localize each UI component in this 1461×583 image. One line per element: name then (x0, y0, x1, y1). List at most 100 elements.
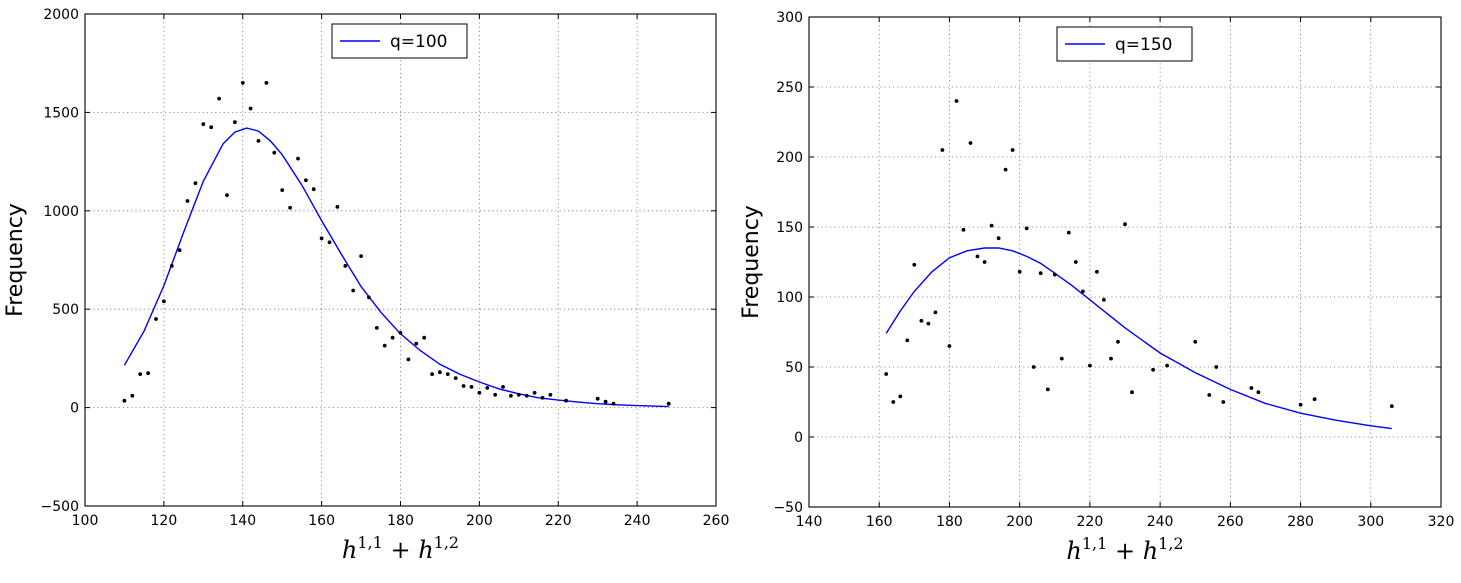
data-point (201, 122, 206, 127)
data-point (1059, 356, 1064, 361)
data-point (1088, 363, 1092, 368)
data-point (343, 264, 348, 268)
data-point (961, 227, 966, 232)
data-point (905, 338, 910, 343)
legend: q=100 (331, 23, 468, 59)
x-tick-label: 220 (545, 513, 572, 529)
data-point (919, 318, 924, 323)
y-tick-label: 0 (794, 430, 803, 446)
data-point (532, 390, 537, 395)
data-point (414, 341, 419, 346)
data-point (398, 330, 403, 335)
data-point (1010, 148, 1015, 152)
data-point (493, 392, 498, 397)
data-point (933, 310, 938, 315)
data-point (169, 264, 174, 268)
y-axis-label: Frequency (3, 203, 28, 317)
data-point (1066, 230, 1071, 235)
data-point (240, 81, 245, 85)
data-point (1256, 390, 1261, 395)
x-tick-label: 180 (387, 513, 414, 529)
data-point (509, 393, 513, 398)
data-point (367, 295, 371, 300)
data-point (1193, 339, 1198, 344)
data-point (288, 205, 292, 210)
data-point (912, 262, 917, 267)
data-point (430, 372, 434, 376)
y-tick-label: 500 (52, 302, 79, 318)
data-point (233, 120, 237, 125)
data-point (1165, 363, 1169, 368)
data-point (1123, 222, 1127, 227)
data-point (225, 193, 229, 198)
chart-panel-right: 140 160 180 200 220 240 260 280 300 320 −50 0 50 100 1… (739, 10, 1454, 565)
data-point (1312, 397, 1317, 402)
data-point (138, 372, 143, 376)
y-tick-label: 1500 (43, 105, 79, 121)
y-tick-label: 250 (776, 80, 803, 96)
data-point (280, 188, 285, 193)
data-point (926, 321, 931, 326)
data-point (947, 344, 952, 348)
data-point (1038, 271, 1043, 276)
data-point (177, 248, 182, 253)
x-tick-label: 280 (1287, 514, 1314, 530)
data-point (996, 236, 1001, 241)
data-point (162, 299, 166, 304)
y-tick-label: 150 (776, 220, 803, 236)
data-point (1073, 260, 1078, 264)
data-point (968, 141, 973, 145)
y-tick-label: 1000 (43, 204, 79, 220)
x-tick-label: 260 (1217, 514, 1244, 530)
data-point (1095, 269, 1099, 274)
data-point (516, 392, 521, 397)
data-point (461, 384, 466, 388)
x-tick-label: 260 (703, 513, 730, 529)
data-point (595, 396, 600, 401)
data-point (185, 199, 190, 203)
data-point (311, 187, 316, 192)
data-point (209, 125, 214, 130)
data-point (256, 139, 261, 143)
x-axis-label: h1,1 + h1,2 (342, 533, 459, 564)
data-point (445, 372, 450, 376)
data-point (1249, 386, 1254, 390)
data-point (469, 385, 474, 389)
x-axis-label: h1,1 + h1,2 (1066, 534, 1183, 565)
legend-label: q=100 (390, 32, 447, 52)
data-point (1003, 167, 1008, 172)
data-point (1017, 269, 1022, 274)
chart-panel-left: 100 120 140 160 180 200 220 240 260 −500 0 500 1000 1… (3, 7, 729, 564)
data-point (501, 385, 505, 389)
y-axis-label: Frequency (739, 205, 764, 319)
data-point (524, 393, 529, 398)
data-point (1221, 400, 1226, 404)
data-point (940, 148, 945, 152)
data-point (122, 398, 127, 403)
y-tick-label: 200 (776, 150, 803, 166)
y-tick-label: 50 (785, 360, 803, 376)
data-point (335, 205, 340, 209)
data-point (351, 288, 356, 293)
data-point (954, 99, 959, 103)
data-point (989, 223, 994, 228)
data-point (1045, 387, 1050, 392)
data-point (193, 181, 198, 186)
x-tick-label: 320 (1428, 514, 1455, 530)
x-tick-label: 140 (796, 514, 823, 530)
data-point (304, 178, 308, 183)
y-tick-label: −50 (773, 500, 803, 516)
plot-frame (84, 13, 717, 507)
data-point (1109, 356, 1113, 361)
data-point (1102, 297, 1106, 302)
plot-frame (808, 16, 1442, 508)
x-tick-label: 220 (1077, 514, 1104, 530)
y-tick-label: 2000 (43, 7, 79, 23)
data-point (1130, 390, 1134, 395)
y-tick-label: 300 (776, 10, 803, 26)
data-point (1052, 272, 1057, 277)
y-tick-label: −500 (41, 499, 79, 515)
data-point (406, 357, 411, 362)
data-point (1031, 365, 1036, 369)
